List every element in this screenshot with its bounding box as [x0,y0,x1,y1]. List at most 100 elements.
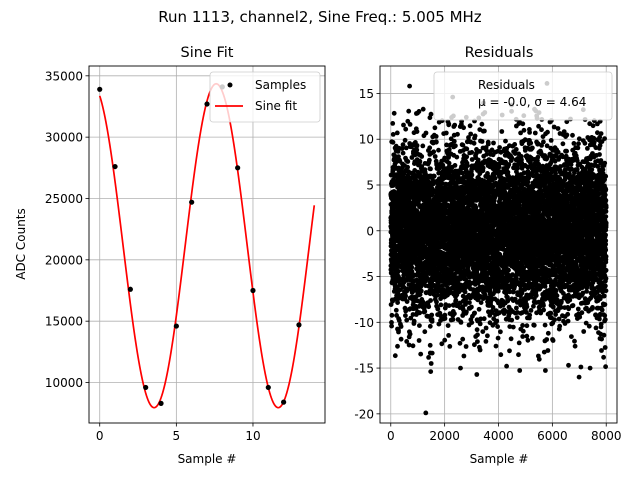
residual-point [464,154,470,160]
residual-point [514,315,520,320]
residual-point [453,298,459,303]
residual-point [432,154,438,159]
residual-point [426,355,431,360]
sample-point [265,384,271,391]
residual-point [450,317,456,322]
residual-point [463,344,469,349]
sine-fit-chart: Sine Fit 0 5 10 10000150002000025000300003… [14,45,326,466]
residual-point [419,164,425,169]
legend-label-sine-fit: Sine fit [255,99,297,113]
residual-point [438,302,444,308]
residual-point [389,312,395,318]
residual-point [414,147,420,153]
residual-point [477,347,483,353]
residual-point [417,158,423,164]
residual-point [395,300,400,305]
residual-point [410,343,416,349]
residual-point [458,365,463,371]
residual-point [400,142,406,148]
residual-point [507,348,512,354]
residual-point [400,150,406,156]
sample-point [143,384,149,391]
sample-point [235,165,241,171]
sample-point [112,163,118,170]
residual-point [514,305,519,311]
sample-point [189,199,195,205]
sine-fit-samples [97,84,302,406]
residual-point [418,288,424,294]
residual-point [471,140,477,146]
residual-point [407,331,413,337]
residual-point [436,147,441,153]
residual-point [446,121,452,127]
residual-point [442,312,448,318]
residual-point [469,304,474,310]
residual-point [396,318,402,323]
residual-point [426,304,432,310]
residual-point [457,340,463,346]
residual-point [458,320,464,325]
residual-point [495,335,501,341]
residual-point [517,368,523,373]
residual-point [461,353,467,359]
residual-point [403,126,409,132]
residual-point [510,324,516,330]
residual-point [498,329,503,335]
residual-point [474,372,480,377]
residual-point [431,149,437,155]
sample-point [250,287,256,294]
residual-point [446,147,452,152]
residuals-title: Residuals [465,45,534,61]
residual-point [404,339,410,344]
residual-point [442,155,448,161]
residual-point [499,129,505,134]
residual-point [403,313,408,318]
residual-point [429,319,435,324]
residual-point [414,143,420,148]
residual-point [393,307,399,313]
residual-point [492,175,498,181]
residual-point [443,130,449,136]
residual-point [419,154,425,159]
sine-fit-line [98,82,316,409]
residual-point [474,327,480,333]
residual-point [435,292,440,298]
residual-point [485,141,491,147]
residual-point [422,329,428,335]
residual-point [398,336,404,342]
residual-point [403,145,409,151]
residual-point [503,138,508,144]
residual-point [417,292,423,297]
residual-point [428,298,433,303]
residual-point [423,171,428,177]
residual-point [416,109,422,114]
residual-point [520,328,526,334]
residual-point [494,318,500,324]
residual-point [498,352,504,358]
residual-point [479,121,485,127]
residual-point [515,165,520,171]
residual-point [462,289,468,295]
sample-point [97,86,103,92]
residual-point [418,351,424,357]
residual-point [460,336,466,342]
residual-point [408,315,414,321]
residuals-points [388,81,609,416]
residual-point [427,323,433,329]
residual-point [390,139,396,145]
x-tick-label: 0 [96,429,104,443]
sine-fit-title: Sine Fit [181,45,234,61]
residual-point [403,308,409,314]
residual-point [406,342,412,348]
residual-point [461,125,466,131]
sample-point [158,400,164,406]
residual-point [477,321,483,327]
residual-point [442,316,448,321]
sine-fit-ylabel: ADC Counts [14,208,28,280]
residual-point [428,111,434,117]
residual-point [429,312,435,318]
residual-point [439,341,445,347]
residual-point [417,310,423,316]
residual-point [475,332,480,338]
residual-point [411,318,417,324]
